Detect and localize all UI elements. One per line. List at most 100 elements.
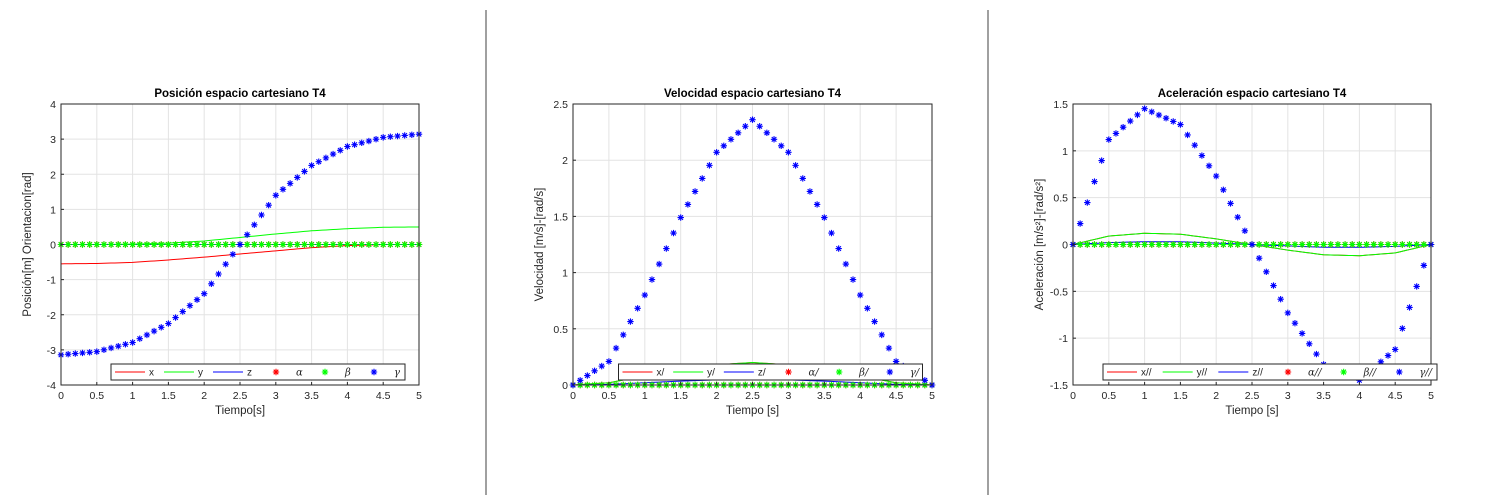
data-point <box>1291 319 1299 327</box>
data-point <box>713 149 720 156</box>
data-point <box>1134 241 1141 248</box>
data-point <box>620 331 627 339</box>
data-point <box>1399 241 1406 248</box>
data-point <box>670 229 677 237</box>
data-point <box>892 358 900 365</box>
data-point <box>294 241 301 248</box>
legend-swatch <box>886 368 894 376</box>
data-point <box>1141 105 1148 112</box>
y-tick-label: 0 <box>50 240 56 252</box>
legend-label: z/ <box>758 368 766 379</box>
series-x <box>60 244 419 265</box>
legend-label: α/ <box>809 368 821 379</box>
data-point <box>1327 241 1334 248</box>
data-point <box>172 241 179 248</box>
data-point <box>706 162 713 169</box>
legend-label: γ/ <box>910 368 921 379</box>
data-point <box>792 162 799 169</box>
x-tick-label: 0.5 <box>89 390 104 402</box>
data-point <box>1298 241 1306 248</box>
x-tick-label: 2 <box>714 390 720 402</box>
data-point <box>1227 241 1234 248</box>
data-point <box>1384 241 1392 248</box>
data-point <box>380 241 387 248</box>
data-point <box>258 211 265 219</box>
data-point <box>115 342 122 350</box>
data-point <box>1255 254 1263 262</box>
data-point <box>129 241 136 248</box>
data-point <box>64 350 72 358</box>
data-point <box>1349 241 1356 248</box>
data-point <box>1127 117 1134 125</box>
data-point <box>72 241 79 248</box>
data-point <box>1234 213 1241 221</box>
data-point <box>655 260 663 268</box>
data-point <box>1392 241 1399 248</box>
data-point <box>1363 241 1370 248</box>
data-point <box>1084 199 1091 206</box>
data-point <box>243 241 251 248</box>
data-point <box>201 241 208 248</box>
data-point <box>849 276 857 283</box>
data-point <box>1377 241 1385 248</box>
x-tick-label: 2.5 <box>1245 390 1260 402</box>
legend-label: β <box>344 368 351 379</box>
legend-label: y/ <box>707 368 715 379</box>
y-tick-label: -4 <box>47 380 56 392</box>
data-point <box>648 276 656 283</box>
data-point <box>1277 296 1284 303</box>
data-point <box>136 241 143 248</box>
x-tick-label: 1.5 <box>1173 390 1188 402</box>
data-point <box>1076 220 1084 227</box>
data-point <box>871 318 878 325</box>
data-point <box>720 142 727 150</box>
data-point <box>329 150 337 158</box>
data-point <box>158 324 165 331</box>
x-tick-label: 0.5 <box>1101 390 1116 402</box>
legend-label: β/ <box>858 368 870 379</box>
data-point <box>179 308 186 315</box>
x-tick-label: 0.5 <box>602 390 617 402</box>
x-tick-label: 4.5 <box>376 390 391 402</box>
data-point <box>186 241 194 248</box>
data-point <box>64 241 72 248</box>
data-point <box>1177 121 1184 128</box>
x-axis-label: Tiempo[s] <box>215 405 265 417</box>
x-tick-label: 4.5 <box>889 390 904 402</box>
legend-label: z// <box>1252 368 1263 379</box>
y-tick-label: 0.5 <box>1053 193 1068 205</box>
data-point <box>322 241 330 248</box>
data-point <box>1198 152 1206 159</box>
chart-3: 0 0.5 1 1.5 2 2.5 3 3.5 4 4.5 5 -1.5 -1 -0.5 0 0.5 1 1.5 A… <box>1034 88 1438 417</box>
x-tick-label: 3 <box>785 390 791 402</box>
data-point <box>763 129 771 136</box>
data-point <box>1098 241 1105 248</box>
data-point <box>1170 118 1177 125</box>
y-axis-label: Velocidad [m/s]-[rad/s] <box>534 188 546 302</box>
data-point <box>691 188 699 195</box>
data-point <box>1112 241 1120 248</box>
data-point <box>1170 241 1177 248</box>
data-point <box>243 231 251 238</box>
data-point <box>1241 241 1249 248</box>
data-point <box>279 241 287 248</box>
data-point <box>663 245 670 252</box>
x-tick-label: 3 <box>273 390 279 402</box>
legend-label: α// <box>1308 368 1323 379</box>
y-tick-label: 1 <box>1062 146 1068 158</box>
data-point <box>1220 186 1227 193</box>
x-tick-label: 0 <box>1070 390 1076 402</box>
data-point <box>365 137 373 145</box>
y-tick-label: -1 <box>1059 333 1068 345</box>
data-point <box>387 241 394 248</box>
x-tick-label: 0 <box>58 390 64 402</box>
data-point <box>1413 241 1420 248</box>
data-point <box>150 241 158 248</box>
chart-title: Aceleración espacio cartesiano T4 <box>1158 88 1347 100</box>
data-point <box>1298 330 1306 337</box>
x-tick-label: 4.5 <box>1388 390 1403 402</box>
legend-label: γ// <box>1419 368 1433 379</box>
data-point <box>641 291 648 299</box>
data-point <box>337 147 344 154</box>
data-point <box>1291 241 1299 248</box>
